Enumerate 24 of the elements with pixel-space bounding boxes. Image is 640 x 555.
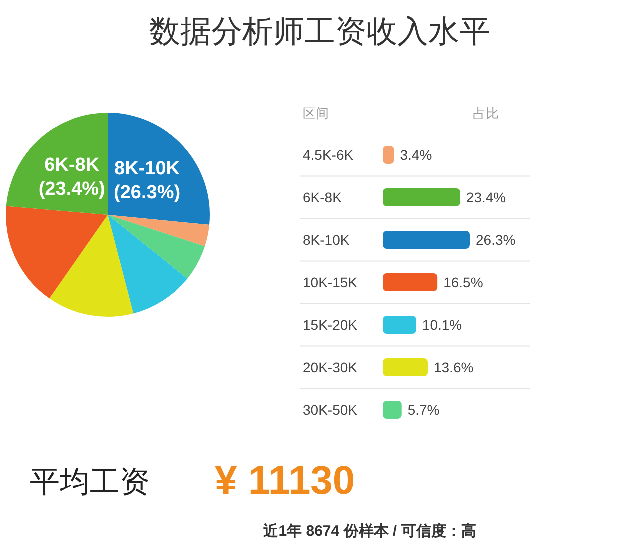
data-label: 23.4% [466,190,506,206]
data-label: 5.7% [408,402,440,418]
y-tick-label: 6K-8K [303,190,343,206]
data-label: (23.4%) [38,178,106,200]
data-label: 10.1% [422,317,462,333]
y-tick-label: 30K-50K [303,402,358,418]
text: 平均工资 [30,466,150,499]
x-axis-title: 占比 [473,106,499,121]
y-axis-title: 区间 [303,106,329,121]
slice-label: 6K-8K [44,154,100,176]
y-tick-label: 8K-10K [303,232,350,248]
text: 数据分析师工资收入水平 [150,14,490,49]
data-label: (26.3%) [114,182,181,204]
y-tick-label: 20K-30K [303,360,358,376]
slice-label: 8K-10K [114,158,180,180]
text: ¥ 11130 [215,459,356,503]
data-label: 13.6% [434,360,474,376]
y-tick-label: 15K-20K [303,317,358,333]
data-label: 16.5% [444,274,484,290]
y-tick-label: 4.5K-6K [303,147,354,163]
data-label: 3.4% [400,147,432,163]
y-tick-label: 10K-15K [303,274,358,290]
data-label: 26.3% [476,232,516,248]
text: 近1年 8674 份样本 / 可信度：高 [262,522,476,540]
